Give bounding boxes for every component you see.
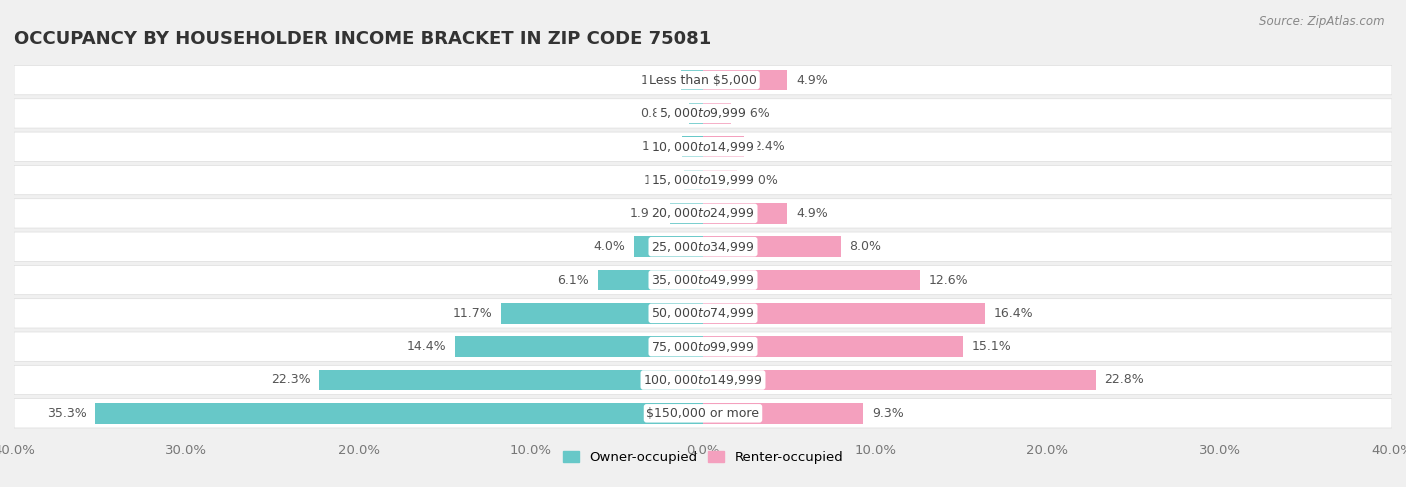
FancyBboxPatch shape [14, 199, 1392, 228]
Bar [456, 337, 703, 357]
Bar [703, 370, 1095, 390]
Text: $5,000 to $9,999: $5,000 to $9,999 [659, 107, 747, 120]
Text: 1.6%: 1.6% [740, 107, 770, 120]
Text: 16.4%: 16.4% [994, 307, 1033, 320]
Bar [703, 103, 731, 124]
Text: Less than $5,000: Less than $5,000 [650, 74, 756, 87]
FancyBboxPatch shape [14, 299, 1392, 328]
Bar [703, 337, 963, 357]
Text: 14.4%: 14.4% [406, 340, 446, 353]
FancyBboxPatch shape [14, 99, 1392, 128]
Bar [502, 303, 703, 324]
FancyBboxPatch shape [14, 166, 1392, 195]
Text: 1.9%: 1.9% [630, 207, 662, 220]
Text: 8.0%: 8.0% [849, 240, 882, 253]
Text: 9.3%: 9.3% [872, 407, 904, 420]
Bar [703, 136, 744, 157]
Text: 22.8%: 22.8% [1104, 374, 1144, 387]
Bar [703, 303, 986, 324]
Text: 4.9%: 4.9% [796, 74, 828, 87]
FancyBboxPatch shape [14, 332, 1392, 361]
Text: 1.3%: 1.3% [640, 74, 672, 87]
Text: Source: ZipAtlas.com: Source: ZipAtlas.com [1260, 15, 1385, 28]
FancyBboxPatch shape [14, 232, 1392, 262]
Bar [685, 170, 703, 190]
FancyBboxPatch shape [14, 65, 1392, 95]
Bar [682, 136, 703, 157]
Bar [681, 70, 703, 91]
Text: $100,000 to $149,999: $100,000 to $149,999 [644, 373, 762, 387]
Text: 22.3%: 22.3% [271, 374, 311, 387]
Text: 6.1%: 6.1% [558, 274, 589, 286]
Text: 12.6%: 12.6% [928, 274, 969, 286]
Bar [96, 403, 703, 424]
Text: 2.0%: 2.0% [747, 173, 778, 187]
Text: $75,000 to $99,999: $75,000 to $99,999 [651, 339, 755, 354]
Bar [319, 370, 703, 390]
FancyBboxPatch shape [14, 132, 1392, 161]
Text: 1.1%: 1.1% [644, 173, 675, 187]
Bar [703, 203, 787, 224]
Text: $25,000 to $34,999: $25,000 to $34,999 [651, 240, 755, 254]
FancyBboxPatch shape [14, 265, 1392, 295]
Text: 4.0%: 4.0% [593, 240, 626, 253]
Bar [703, 403, 863, 424]
Text: 15.1%: 15.1% [972, 340, 1011, 353]
Bar [703, 70, 787, 91]
Text: $15,000 to $19,999: $15,000 to $19,999 [651, 173, 755, 187]
FancyBboxPatch shape [14, 365, 1392, 394]
Bar [598, 270, 703, 290]
Text: $35,000 to $49,999: $35,000 to $49,999 [651, 273, 755, 287]
Bar [703, 170, 738, 190]
Text: 11.7%: 11.7% [453, 307, 494, 320]
Bar [689, 103, 703, 124]
Bar [634, 236, 703, 257]
Legend: Owner-occupied, Renter-occupied: Owner-occupied, Renter-occupied [562, 451, 844, 464]
Text: 4.9%: 4.9% [796, 207, 828, 220]
FancyBboxPatch shape [14, 399, 1392, 428]
Text: 1.2%: 1.2% [643, 140, 673, 153]
Bar [703, 236, 841, 257]
Text: $10,000 to $14,999: $10,000 to $14,999 [651, 140, 755, 154]
Text: 0.83%: 0.83% [640, 107, 681, 120]
Text: 35.3%: 35.3% [46, 407, 86, 420]
Text: 2.4%: 2.4% [754, 140, 785, 153]
Text: $50,000 to $74,999: $50,000 to $74,999 [651, 306, 755, 320]
Bar [671, 203, 703, 224]
Text: OCCUPANCY BY HOUSEHOLDER INCOME BRACKET IN ZIP CODE 75081: OCCUPANCY BY HOUSEHOLDER INCOME BRACKET … [14, 31, 711, 48]
Text: $150,000 or more: $150,000 or more [647, 407, 759, 420]
Bar [703, 270, 920, 290]
Text: $20,000 to $24,999: $20,000 to $24,999 [651, 206, 755, 221]
